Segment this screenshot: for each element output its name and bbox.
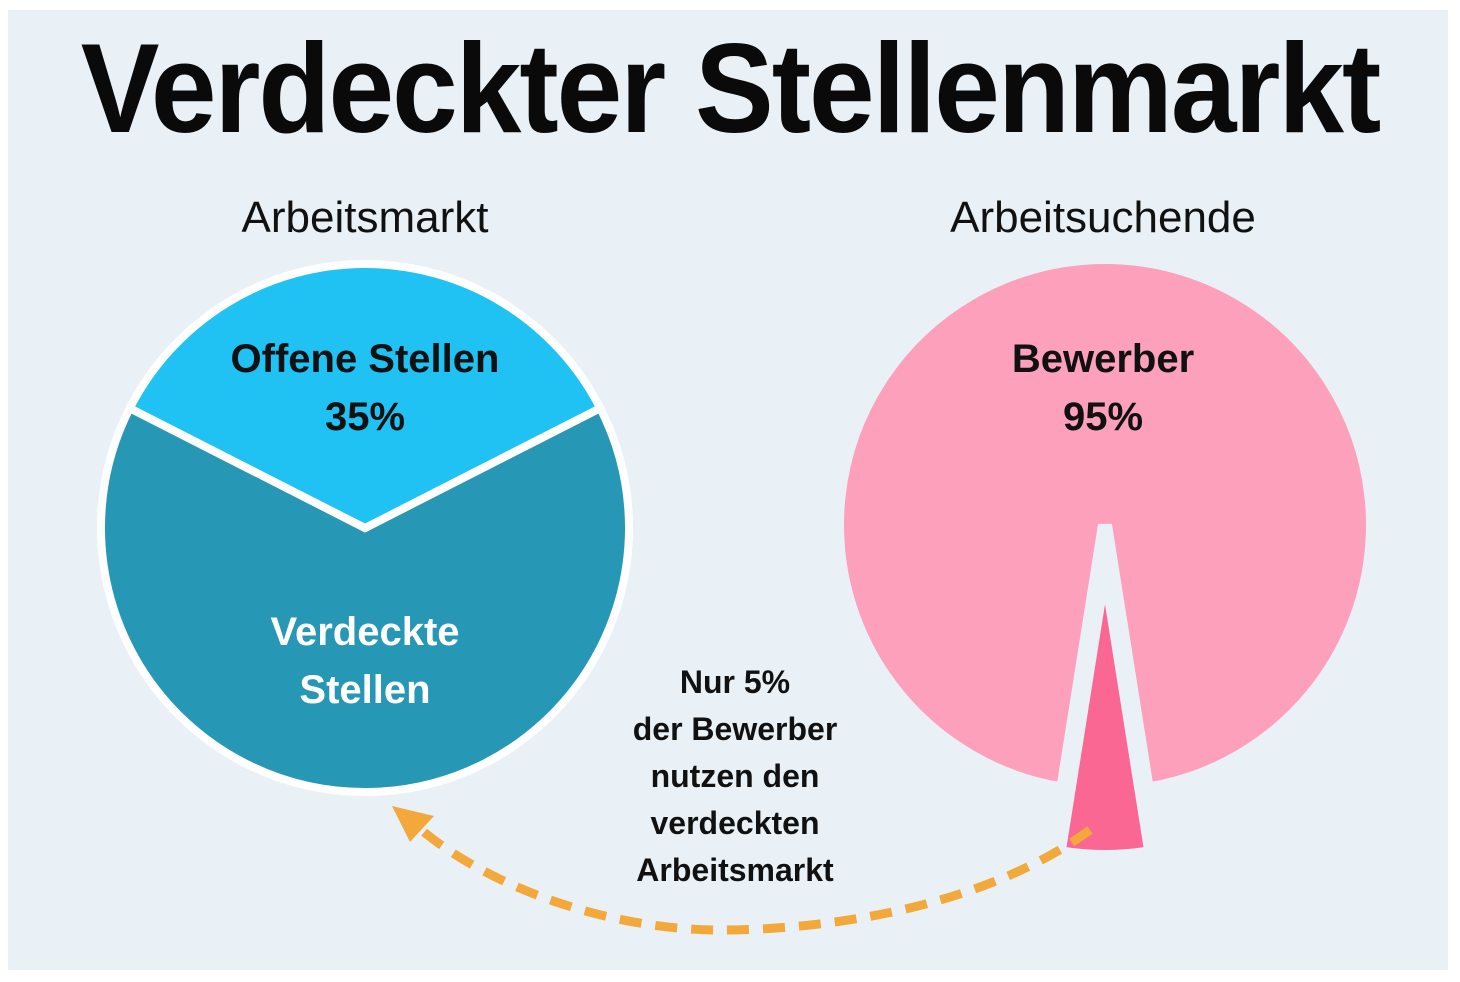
annotation-line: verdeckten [651, 805, 820, 841]
annotation-text: Nur 5% der Bewerber nutzen den verdeckten Ar… [633, 664, 838, 888]
slice-label-verdeckte-stellen-line2: Stellen [299, 668, 430, 712]
dashed-arrow [401, 811, 1093, 935]
pie-title-arbeitsmarkt: Arbeitsmarkt [242, 193, 489, 242]
slice-label-bewerber: Bewerber [1012, 337, 1194, 381]
pie-arbeitsuchende: Arbeitsuchende Bewerber 95% [830, 193, 1380, 856]
slice-label-verdeckte-stellen-line1: Verdeckte [270, 610, 459, 654]
slice-verdeckte-stellen [97, 402, 633, 796]
annotation-line: der Bewerber [633, 711, 838, 747]
slice-bewerber [830, 250, 1380, 798]
annotation-line: Arbeitsmarkt [636, 852, 834, 888]
annotation-line: nutzen den [651, 758, 820, 794]
pie-arbeitsmarkt: Arbeitsmarkt Offene Stellen 35% Verdeckt… [97, 193, 633, 796]
pie-title-arbeitsuchende: Arbeitsuchende [950, 193, 1256, 242]
slice-offene-stellen [124, 260, 606, 533]
page-title: Verdeckter Stellenmarkt [80, 17, 1382, 161]
slice-value-offene-stellen: 35% [325, 395, 405, 439]
slice-label-offene-stellen: Offene Stellen [231, 337, 500, 381]
arrowhead-icon [392, 806, 434, 842]
slice-bewerber-verdeckt [1059, 584, 1151, 856]
slice-value-bewerber: 95% [1063, 395, 1143, 439]
annotation-line: Nur 5% [680, 664, 790, 700]
